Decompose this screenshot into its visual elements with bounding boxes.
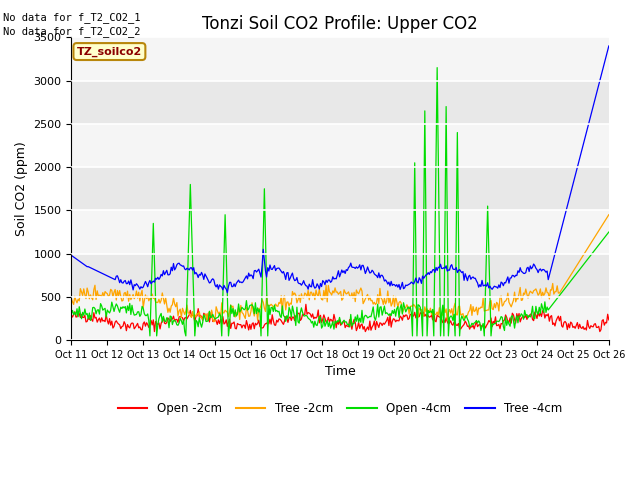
Open -4cm xyxy=(605,229,612,235)
Open -2cm xyxy=(558,323,566,329)
Line: Open -4cm: Open -4cm xyxy=(72,68,609,336)
Bar xyxy=(72,124,609,167)
Tree -4cm xyxy=(463,278,471,284)
Open -2cm xyxy=(295,311,303,316)
Text: TZ_soilco2: TZ_soilco2 xyxy=(77,47,142,57)
Tree -4cm xyxy=(395,282,403,288)
Line: Tree -2cm: Tree -2cm xyxy=(72,215,609,322)
Open -2cm xyxy=(371,318,378,324)
Bar xyxy=(72,210,609,254)
X-axis label: Time: Time xyxy=(324,365,355,379)
Line: Open -2cm: Open -2cm xyxy=(72,304,609,332)
Tree -2cm xyxy=(395,300,403,305)
Open -2cm xyxy=(302,301,310,307)
Text: No data for f_T2_CO2_2: No data for f_T2_CO2_2 xyxy=(3,26,141,37)
Open -4cm xyxy=(465,319,472,324)
Y-axis label: Soil CO2 (ppm): Soil CO2 (ppm) xyxy=(15,142,28,236)
Open -4cm xyxy=(236,309,244,315)
Tree -2cm xyxy=(463,312,471,318)
Tree -2cm xyxy=(557,288,564,294)
Tree -4cm xyxy=(605,43,612,49)
Tree -4cm xyxy=(369,269,377,275)
Tree -4cm xyxy=(236,279,244,285)
Tree -4cm xyxy=(295,281,303,287)
Bar xyxy=(72,297,609,340)
Open -2cm xyxy=(236,322,244,327)
Open -4cm xyxy=(395,314,403,320)
Tree -2cm xyxy=(210,319,218,324)
Open -2cm xyxy=(396,313,404,319)
Tree -4cm xyxy=(68,252,76,258)
Tree -4cm xyxy=(223,290,231,296)
Open -4cm xyxy=(68,311,76,316)
Title: Tonzi Soil CO2 Profile: Upper CO2: Tonzi Soil CO2 Profile: Upper CO2 xyxy=(202,15,478,33)
Text: No data for f_T2_CO2_1: No data for f_T2_CO2_1 xyxy=(3,12,141,23)
Open -4cm xyxy=(146,333,154,339)
Tree -2cm xyxy=(369,301,377,307)
Open -4cm xyxy=(433,65,441,71)
Open -2cm xyxy=(150,329,158,335)
Legend: Open -2cm, Tree -2cm, Open -4cm, Tree -4cm: Open -2cm, Tree -2cm, Open -4cm, Tree -4… xyxy=(113,397,567,420)
Open -4cm xyxy=(369,304,377,310)
Tree -2cm xyxy=(68,296,76,301)
Open -4cm xyxy=(295,320,303,326)
Tree -2cm xyxy=(605,212,612,217)
Open -2cm xyxy=(465,323,472,329)
Line: Tree -4cm: Tree -4cm xyxy=(72,46,609,293)
Bar xyxy=(72,37,609,81)
Tree -2cm xyxy=(236,317,244,323)
Open -2cm xyxy=(68,312,76,318)
Tree -2cm xyxy=(295,292,303,298)
Open -4cm xyxy=(558,290,566,296)
Tree -4cm xyxy=(557,229,564,235)
Open -2cm xyxy=(605,317,612,323)
